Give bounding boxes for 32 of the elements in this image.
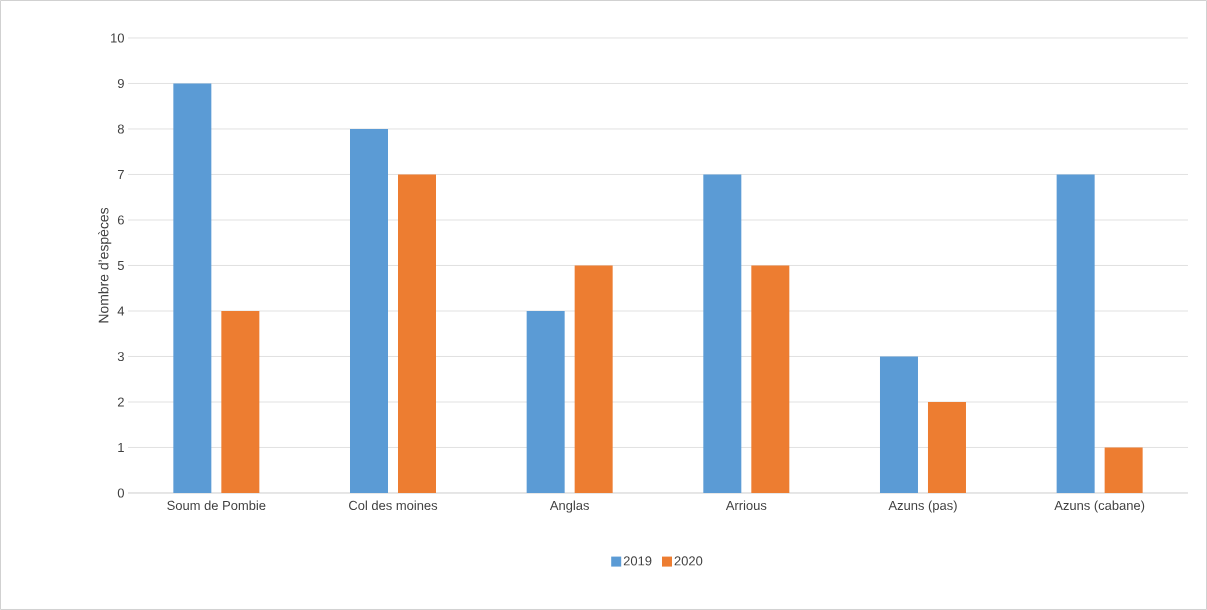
bar — [879, 356, 918, 493]
bar — [927, 401, 966, 493]
y-axis-title: Nombre d’espèces — [98, 207, 112, 323]
bar — [526, 310, 565, 493]
y-tick-label: 4 — [117, 306, 125, 316]
bar — [703, 174, 742, 493]
legend-label: 2019 — [623, 556, 652, 566]
x-tick-label: Soum de Pombie — [167, 500, 266, 511]
y-tick-label: 2 — [117, 397, 124, 407]
bar — [1056, 174, 1095, 493]
x-tick-label: Azuns (pas) — [888, 500, 957, 513]
y-tick-label: 8 — [117, 124, 124, 134]
bar — [173, 83, 212, 493]
bar — [221, 310, 260, 493]
y-tick-label: 6 — [117, 215, 124, 225]
y-tick-label: 7 — [117, 170, 124, 179]
x-tick-label: Arrious — [725, 500, 767, 511]
bar — [751, 265, 790, 493]
y-tick-label: 3 — [117, 351, 124, 362]
y-tick-label: 9 — [117, 78, 124, 89]
x-tick-label: Anglas — [549, 500, 589, 513]
legend-label: 2020 — [674, 556, 703, 566]
y-tick-label: 5 — [117, 260, 124, 270]
bar — [350, 128, 388, 493]
y-tick-label: 1 — [118, 443, 124, 452]
x-tick-label: Azuns (cabane) — [1054, 500, 1145, 513]
bar — [398, 174, 436, 493]
y-tick-label: 0 — [117, 488, 124, 498]
y-tick-label: 10 — [111, 33, 124, 43]
bar — [1104, 447, 1143, 493]
bar — [574, 265, 613, 493]
x-tick-label: Col des moines — [349, 500, 438, 511]
